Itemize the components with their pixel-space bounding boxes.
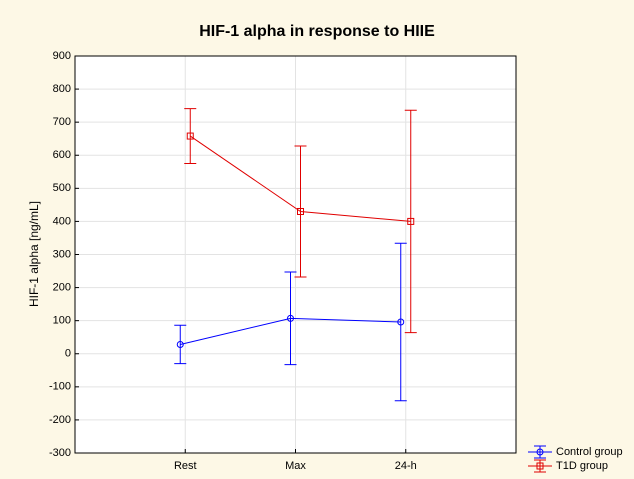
point [407,217,415,225]
point [397,318,405,326]
legend-symbol [528,459,552,473]
x-tick-label: Max [285,460,306,472]
point [176,340,184,348]
point [287,314,294,322]
y-axis-label: HIF-1 alpha [ng/mL] [27,201,41,307]
legend-marker [536,448,544,456]
legend-marker [536,462,544,470]
chart-title: HIF-1 alpha in response to HIIE [199,23,435,40]
y-tick-label: 200 [53,281,71,293]
y-tick-label: 500 [53,182,71,194]
error-bar [394,242,407,402]
y-tick-label: 600 [53,149,71,161]
point [297,207,304,215]
legend-symbol [528,445,552,459]
y-tick-label: -200 [49,414,71,426]
y-tick-label: 300 [53,248,71,260]
y-tick-label: -100 [49,381,71,393]
y-tick-label: 400 [53,215,71,227]
error-bar [294,145,307,278]
error-bar [184,108,197,165]
y-tick-label: 700 [53,116,71,128]
y-tick-label: 0 [65,348,71,360]
y-tick-label: 800 [53,83,71,95]
y-tick-label: -300 [49,447,71,459]
error-bar [284,271,297,366]
x-tick-label: Rest [174,460,197,472]
y-tick-label: 900 [53,50,71,62]
legend-label: T1D group [556,460,608,472]
y-tick-label: 100 [53,315,71,327]
plot-frame [74,55,517,454]
point [186,132,194,140]
error-bar [174,324,187,365]
x-tick-label: 24-h [395,460,417,472]
legend-label: Control group [556,446,623,458]
error-bar [404,109,417,334]
